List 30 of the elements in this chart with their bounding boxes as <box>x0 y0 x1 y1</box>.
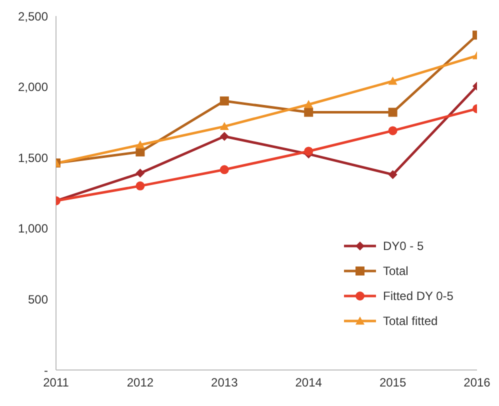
point <box>304 146 314 156</box>
x-tick-label: 2013 <box>211 376 238 390</box>
y-tick-label: 1,000 <box>18 222 48 236</box>
point <box>136 181 145 190</box>
point <box>388 76 398 85</box>
x-tick-label: 2011 <box>43 376 70 390</box>
y-tick-label: 2,000 <box>18 80 48 94</box>
y-tick-label: - <box>44 363 48 378</box>
x-tick-label: 2014 <box>295 376 322 390</box>
point <box>220 165 229 174</box>
x-tick-label: 2016 <box>464 376 491 390</box>
point <box>388 126 398 136</box>
y-tick-label: 500 <box>28 292 48 306</box>
y-tick-label: 2,500 <box>18 9 48 24</box>
x-tick-label: 2015 <box>379 376 406 390</box>
point <box>388 170 398 180</box>
point <box>220 122 229 130</box>
legend-label: Total fitted <box>383 314 438 328</box>
point <box>220 132 229 141</box>
y-tick-label: 1,500 <box>18 150 48 165</box>
point <box>304 100 314 108</box>
legend-label: Total <box>383 264 408 278</box>
x-tick-label: 2012 <box>126 376 154 390</box>
point <box>304 108 314 117</box>
point <box>220 96 229 106</box>
point <box>136 168 145 178</box>
point <box>136 140 145 148</box>
point <box>388 108 398 117</box>
legend-label: Fitted DY 0-5 <box>383 288 454 302</box>
legend-label: DY0 - 5 <box>383 238 424 252</box>
